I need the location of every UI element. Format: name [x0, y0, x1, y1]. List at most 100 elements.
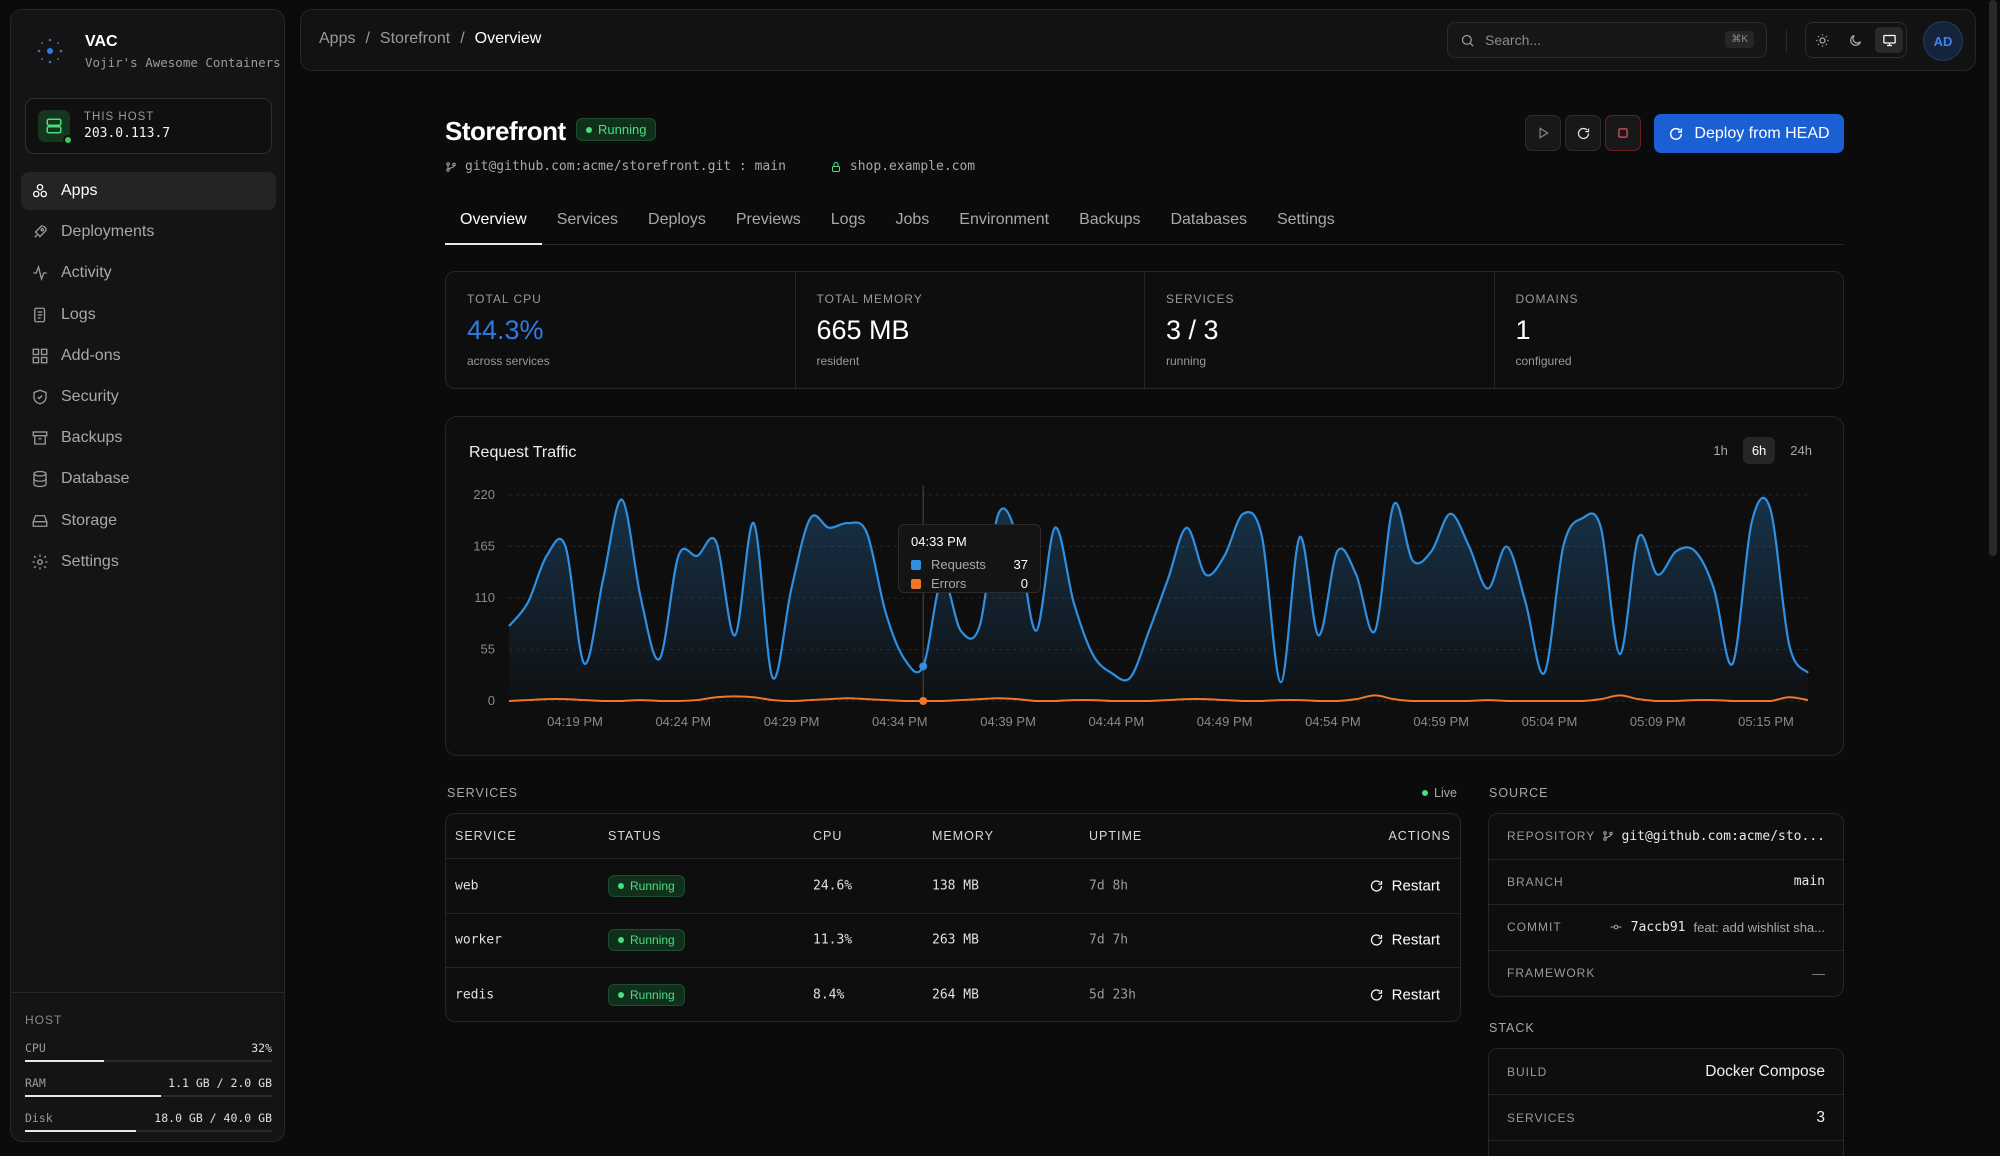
stat-value: 665 MB — [816, 315, 910, 345]
status-badge: Running — [576, 118, 657, 141]
col-actions: ACTIONS — [1388, 829, 1451, 843]
stat-total-memory: TOTAL MEMORY 665 MB resident — [796, 272, 1145, 388]
stop-button[interactable] — [1605, 115, 1641, 151]
archive-icon — [32, 431, 48, 445]
refresh-icon — [1670, 127, 1683, 140]
tooltip-requests-value: 37 — [1013, 557, 1028, 572]
sidebar: VAC Vojir's Awesome Containers THIS HOST… — [10, 9, 285, 1142]
status-label: Running — [630, 988, 675, 1003]
git-branch-icon — [1602, 831, 1613, 841]
tab-deploys[interactable]: Deploys — [648, 211, 706, 228]
tab-environment[interactable]: Environment — [959, 211, 1050, 228]
brand[interactable]: VAC Vojir's Awesome Containers — [31, 32, 281, 70]
restart-app-button[interactable] — [1565, 115, 1601, 151]
y-tick-label: 110 — [474, 590, 495, 605]
database-icon — [33, 471, 47, 488]
traffic-chart[interactable]: 0 55 110 165 220 04:19 PM 04:24 PM 04:29 PM 04:3… — [446, 417, 1845, 757]
sidebar-item-apps[interactable]: Apps — [21, 172, 276, 210]
breadcrumb-separator: / — [365, 30, 370, 47]
sidebar-item-deployments[interactable]: Deployments — [21, 213, 276, 251]
search-icon — [1461, 34, 1474, 47]
x-tick-label: 05:09 PM — [1630, 714, 1686, 729]
sidebar-item-activity[interactable]: Activity — [21, 254, 276, 292]
x-tick-label: 05:04 PM — [1522, 714, 1578, 729]
tab-backups[interactable]: Backups — [1079, 211, 1141, 228]
source-framework: FRAMEWORK — — [1489, 951, 1843, 997]
sidebar-item-label: Database — [61, 470, 130, 488]
deploy-label: Deploy from HEAD — [1694, 124, 1830, 142]
tab-bar: Overview Services Deploys Previews Logs … — [445, 200, 1844, 245]
build-label: BUILD — [1507, 1064, 1548, 1079]
range-6h[interactable]: 6h — [1742, 437, 1776, 464]
domain-link[interactable]: shop.example.com — [849, 159, 976, 174]
tab-jobs[interactable]: Jobs — [895, 211, 930, 228]
range-24h[interactable]: 24h — [1790, 443, 1812, 458]
light-theme-button[interactable] — [1809, 27, 1837, 53]
ram-bar — [25, 1095, 272, 1097]
service-uptime: 5d 23h — [1089, 987, 1136, 1003]
service-name[interactable]: redis — [455, 987, 495, 1003]
sidebar-item-label: Backups — [61, 429, 123, 447]
stat-sub: running — [1166, 354, 1207, 368]
monitor-icon — [1883, 34, 1896, 46]
commit-hash[interactable]: 7accb91 — [1630, 919, 1686, 935]
breadcrumb-apps[interactable]: Apps — [319, 30, 356, 47]
errors-swatch — [911, 578, 921, 589]
sidebar-item-label: Storage — [61, 511, 118, 529]
tab-previews[interactable]: Previews — [735, 211, 801, 228]
sidebar-item-storage[interactable]: Storage — [21, 502, 276, 540]
requests-swatch — [911, 559, 921, 570]
branch-label: BRANCH — [1507, 874, 1564, 889]
service-memory: 264 MB — [932, 987, 979, 1003]
restart-button[interactable]: Restart — [1369, 877, 1440, 894]
avatar[interactable]: AD — [1923, 21, 1963, 61]
sidebar-item-security[interactable]: Security — [21, 378, 276, 416]
deploy-button[interactable]: Deploy from HEAD — [1654, 114, 1844, 153]
source-card: REPOSITORY git@github.com:acme/sto... BR… — [1488, 813, 1844, 997]
git-branch-icon — [446, 161, 456, 172]
breadcrumb: Apps / Storefront / Overview — [319, 30, 541, 48]
host-card[interactable]: THIS HOST 203.0.113.7 — [25, 98, 272, 154]
stat-sub: resident — [816, 354, 860, 368]
system-theme-button[interactable] — [1875, 27, 1904, 53]
breadcrumb-current: Overview — [474, 30, 542, 47]
service-name[interactable]: worker — [455, 932, 502, 948]
stat-label: TOTAL MEMORY — [816, 292, 923, 306]
tab-databases[interactable]: Databases — [1170, 211, 1247, 228]
stop-icon — [1618, 128, 1628, 138]
host-stats: HOST CPU 32% RAM 1.1 GB / 2.0 GB Disk 18.0 … — [11, 992, 284, 1146]
tab-logs[interactable]: Logs — [830, 211, 866, 228]
sidebar-item-backups[interactable]: Backups — [21, 419, 276, 457]
sidebar-item-database[interactable]: Database — [21, 460, 276, 498]
stats-panel: TOTAL CPU 44.3% across services TOTAL ME… — [445, 271, 1844, 389]
tab-overview[interactable]: Overview — [445, 200, 542, 245]
service-name[interactable]: web — [455, 878, 479, 894]
x-tick-label: 04:19 PM — [547, 714, 603, 729]
repository-value[interactable]: git@github.com:acme/sto... — [1621, 828, 1826, 844]
sidebar-item-logs[interactable]: Logs — [21, 296, 276, 334]
restart-button[interactable]: Restart — [1369, 987, 1440, 1004]
stat-services: SERVICES 3 / 3 running — [1145, 272, 1495, 388]
sidebar-item-settings[interactable]: Settings — [21, 543, 276, 581]
cpu-bar — [25, 1060, 272, 1062]
restart-button[interactable]: Restart — [1369, 932, 1440, 949]
start-button[interactable] — [1525, 115, 1561, 151]
live-dot — [1422, 790, 1428, 796]
search-input[interactable]: Search... ⌘K — [1447, 22, 1767, 58]
tab-settings[interactable]: Settings — [1276, 211, 1335, 228]
live-label: Live — [1434, 786, 1457, 800]
stack-services-value: 3 — [1816, 1108, 1825, 1126]
x-tick-label: 04:44 PM — [1089, 714, 1145, 729]
tab-services[interactable]: Services — [556, 211, 619, 228]
range-1h[interactable]: 1h — [1713, 443, 1728, 458]
page-scrollbar[interactable] — [1989, 0, 1997, 556]
page-title: Storefront — [445, 116, 566, 146]
server-icon — [38, 110, 73, 145]
x-tick-label: 04:39 PM — [980, 714, 1036, 729]
breadcrumb-app[interactable]: Storefront — [379, 30, 451, 47]
repo-url[interactable]: git@github.com:acme/storefront.git : mai… — [465, 159, 786, 174]
dark-theme-button[interactable] — [1842, 27, 1870, 53]
sidebar-item-add-ons[interactable]: Add-ons — [21, 337, 276, 375]
stack-section-label: STACK — [1489, 1021, 1535, 1035]
disk-value: 18.0 GB / 40.0 GB — [154, 1111, 272, 1125]
